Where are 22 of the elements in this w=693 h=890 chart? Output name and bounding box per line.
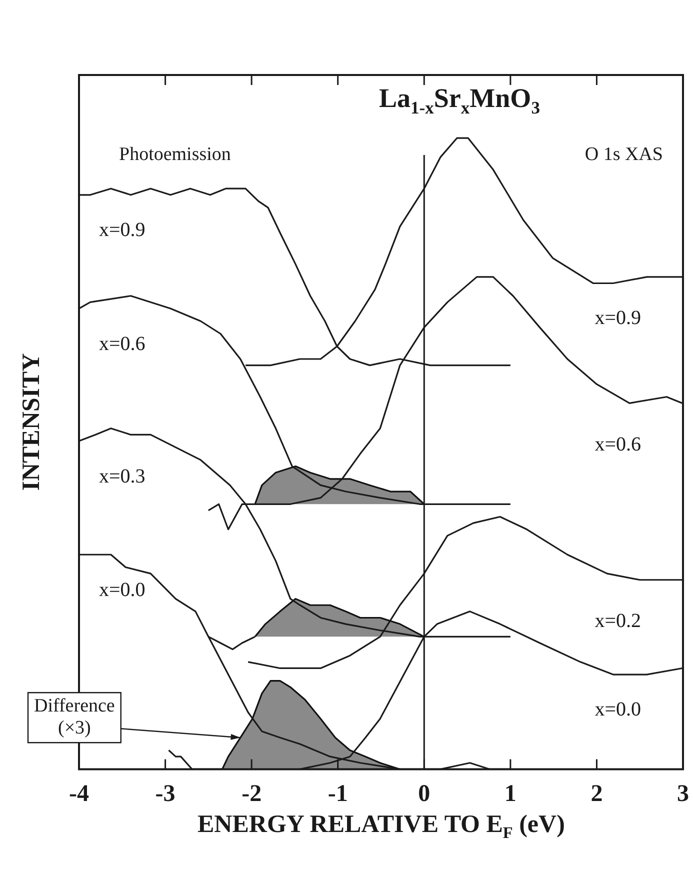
series-label: x=0.0 bbox=[594, 698, 641, 720]
x-axis-title: ENERGY RELATIVE TO E$_{F}$ (eV) bbox=[198, 811, 565, 844]
x-tick-label: -2 bbox=[242, 780, 262, 807]
x-tick-label: 1 bbox=[504, 780, 516, 807]
x-tick-label: 2 bbox=[590, 780, 603, 807]
series-label: x=0.9 bbox=[594, 307, 641, 330]
x-tick-label: -4 bbox=[69, 780, 89, 807]
series-label: x=0.3 bbox=[99, 465, 146, 488]
series-label: x=0.0 bbox=[99, 578, 146, 601]
series-label: x=0.9 bbox=[99, 219, 146, 242]
chart-title: La$_{1-x}$Sr$_{x}$MnO$_{3}$ bbox=[379, 83, 540, 118]
annotation: O 1s XAS bbox=[584, 144, 663, 165]
series-label: x=0.6 bbox=[594, 433, 641, 456]
annotation: Difference (×3) bbox=[34, 696, 115, 739]
x-tick-label: 3 bbox=[677, 780, 689, 807]
y-axis-title: INTENSITY bbox=[18, 353, 46, 491]
x-tick-label: -3 bbox=[155, 780, 176, 807]
x-tick-label: -1 bbox=[328, 780, 348, 807]
x-tick-label: 0 bbox=[418, 780, 430, 807]
annotation: Photoemission bbox=[119, 144, 232, 165]
series-label: x=0.2 bbox=[594, 610, 641, 632]
series-label: x=0.6 bbox=[99, 332, 146, 355]
